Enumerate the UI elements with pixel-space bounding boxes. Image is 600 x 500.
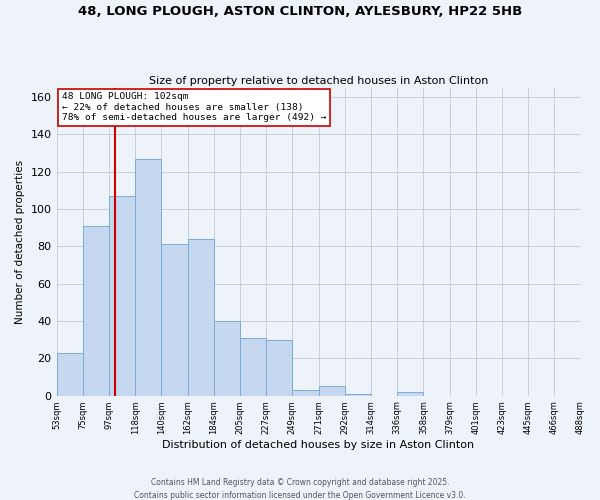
Bar — [292, 390, 319, 396]
Bar — [266, 340, 292, 396]
Bar — [135, 158, 161, 396]
Title: Size of property relative to detached houses in Aston Clinton: Size of property relative to detached ho… — [149, 76, 488, 86]
Text: 48, LONG PLOUGH, ASTON CLINTON, AYLESBURY, HP22 5HB: 48, LONG PLOUGH, ASTON CLINTON, AYLESBUR… — [78, 5, 522, 18]
Bar — [319, 386, 345, 396]
Bar — [214, 321, 240, 396]
Bar — [345, 394, 371, 396]
Bar — [161, 244, 188, 396]
Bar — [397, 392, 424, 396]
Bar — [240, 338, 266, 396]
Bar — [188, 239, 214, 396]
Text: 48 LONG PLOUGH: 102sqm
← 22% of detached houses are smaller (138)
78% of semi-de: 48 LONG PLOUGH: 102sqm ← 22% of detached… — [62, 92, 326, 122]
Text: Contains HM Land Registry data © Crown copyright and database right 2025.
Contai: Contains HM Land Registry data © Crown c… — [134, 478, 466, 500]
Bar — [56, 352, 83, 396]
Bar — [83, 226, 109, 396]
Y-axis label: Number of detached properties: Number of detached properties — [15, 160, 25, 324]
Bar — [109, 196, 135, 396]
X-axis label: Distribution of detached houses by size in Aston Clinton: Distribution of detached houses by size … — [163, 440, 475, 450]
